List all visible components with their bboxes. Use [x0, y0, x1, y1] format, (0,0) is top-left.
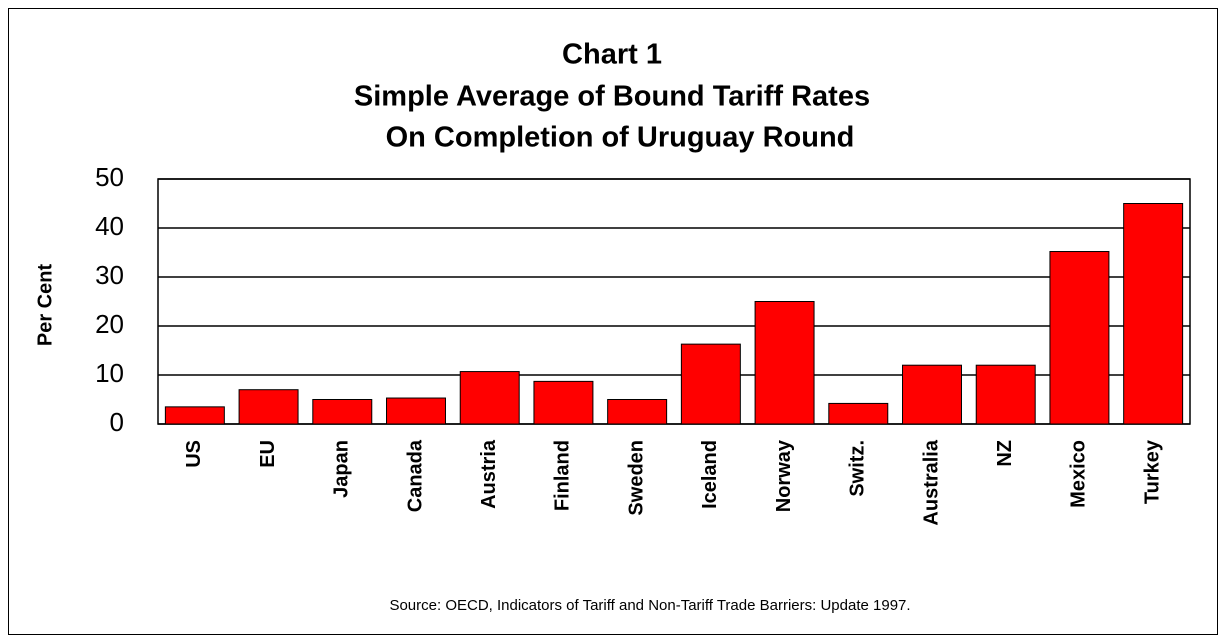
- x-tick-label: Austria: [478, 439, 500, 509]
- x-tick-label: NZ: [994, 440, 1016, 467]
- chart-title: Simple Average of Bound Tariff Rates: [354, 81, 870, 113]
- bar: [975, 364, 1036, 425]
- bar: [680, 343, 741, 425]
- x-tick-label: Norway: [773, 439, 795, 512]
- bar: [312, 399, 373, 425]
- bar: [459, 371, 520, 425]
- bar: [386, 397, 446, 425]
- bar: [902, 364, 962, 425]
- y-tick-label: 0: [110, 407, 124, 437]
- y-tick-label: 10: [95, 358, 124, 388]
- x-tick-label: Japan: [331, 440, 353, 498]
- x-tick-label: Mexico: [1068, 440, 1090, 508]
- x-tick-label: Sweden: [625, 440, 647, 516]
- bar: [533, 380, 594, 425]
- x-tick-label: US: [183, 440, 205, 468]
- x-tick-label: Finland: [552, 440, 574, 511]
- x-tick-label: Australia: [920, 439, 942, 525]
- bar: [754, 301, 815, 425]
- y-tick-label: 50: [95, 162, 124, 192]
- bar: [164, 406, 225, 425]
- y-axis-label: Per Cent: [34, 264, 56, 347]
- y-tick-label: 20: [95, 309, 124, 339]
- y-tick-label: 30: [95, 260, 124, 290]
- x-tick-label: Switz.: [847, 440, 869, 497]
- bar: [238, 389, 299, 425]
- y-tick-label: 40: [95, 211, 124, 241]
- bar: [828, 402, 889, 425]
- x-tick-label: Turkey: [1141, 439, 1163, 504]
- bar: [1123, 203, 1184, 425]
- bar: [607, 399, 668, 425]
- x-tick-label: EU: [257, 440, 279, 468]
- x-tick-label: Canada: [404, 439, 426, 512]
- bar: [1049, 251, 1110, 425]
- chart-title: Chart 1: [562, 39, 662, 71]
- source-note: Source: OECD, Indicators of Tariff and N…: [389, 597, 910, 614]
- x-tick-label: Iceland: [699, 440, 721, 509]
- chart-title: On Completion of Uruguay Round: [386, 122, 855, 154]
